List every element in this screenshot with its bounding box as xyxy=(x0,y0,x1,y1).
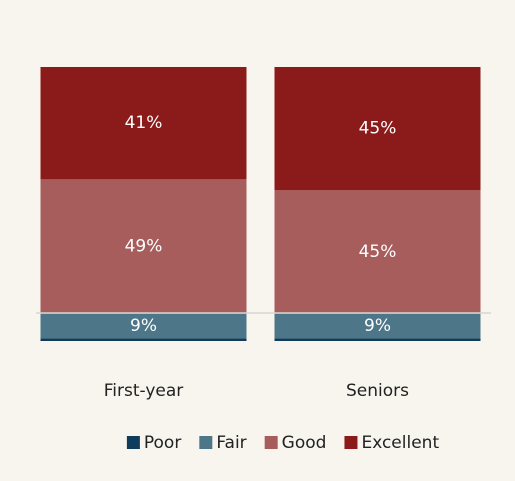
legend-label: Poor xyxy=(144,433,181,453)
value-label: 41% xyxy=(125,113,163,133)
x-tick-label: First-year xyxy=(104,381,184,401)
bar-segment xyxy=(40,313,247,339)
legend-swatch xyxy=(199,436,213,449)
value-label: 9% xyxy=(130,316,157,336)
value-label: 9% xyxy=(364,316,391,336)
value-label: 45% xyxy=(359,119,397,139)
bar-segment xyxy=(40,338,247,341)
bar-segment xyxy=(274,338,481,341)
value-label: 49% xyxy=(125,236,163,256)
bar-segment xyxy=(274,190,481,314)
x-tick-label: Seniors xyxy=(346,381,409,401)
legend-swatch xyxy=(126,436,140,449)
legend-swatch xyxy=(264,436,278,449)
legend-label: Good xyxy=(282,433,327,453)
bar-segment xyxy=(274,313,481,339)
legend-label: Excellent xyxy=(361,433,439,453)
bar-segment xyxy=(40,179,247,314)
value-label: 45% xyxy=(359,242,397,262)
bar-segment xyxy=(40,67,247,180)
legend-swatch xyxy=(344,436,358,449)
bar-segment xyxy=(274,67,481,191)
legend-label: Fair xyxy=(216,433,246,453)
